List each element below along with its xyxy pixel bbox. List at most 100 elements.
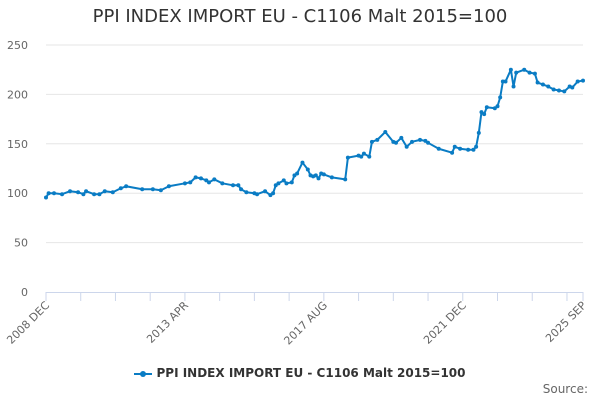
data-point [60,192,65,197]
data-point [495,104,500,109]
data-point [426,140,431,145]
data-point [458,146,463,151]
data-point [150,187,155,192]
data-point [313,173,318,178]
data-point [68,189,73,194]
y-tick-label: 200 [7,88,28,101]
data-point [375,137,380,142]
data-point [410,139,415,144]
data-point [527,70,532,75]
data-point [404,144,409,149]
data-point [393,140,398,145]
data-point [503,79,508,84]
data-point [255,192,260,197]
data-point [532,71,537,76]
data-point [220,181,225,186]
y-tick-label: 150 [7,138,28,151]
legend-item[interactable]: PPI INDEX IMPORT EU - C1106 Malt 2015=10… [0,366,600,380]
data-point [343,177,348,182]
data-point [570,85,575,90]
data-point [361,151,366,156]
data-point [110,190,115,195]
data-point [276,181,281,186]
data-point [551,87,556,92]
data-point [97,192,102,197]
data-point [329,175,334,180]
data-point [52,191,57,196]
data-point [295,171,300,176]
data-point [263,189,268,194]
data-point [244,190,249,195]
data-point [498,95,503,100]
data-point [281,178,286,183]
data-point [359,154,364,159]
x-tick-label: 2017 AUG [281,299,330,348]
data-point [236,183,241,188]
data-point [514,70,519,75]
data-point [239,187,244,192]
data-point [508,67,513,72]
data-point [482,112,487,117]
data-point [581,78,585,83]
data-point [166,184,171,189]
data-point [471,147,476,152]
y-tick-label: 250 [7,39,28,52]
data-point [231,183,236,188]
data-point [188,180,193,185]
data-point [450,150,455,155]
data-point [206,180,211,185]
data-point [158,188,163,193]
data-point [289,180,294,185]
legend-swatch [134,370,153,377]
data-point [418,137,423,142]
data-point [369,139,374,144]
data-point [436,146,441,151]
data-point [271,191,276,196]
series-line [45,68,584,199]
data-point [345,155,350,160]
data-point [546,84,551,89]
data-point [474,144,479,149]
data-point [383,129,388,134]
legend-label: PPI INDEX IMPORT EU - C1106 Malt 2015=10… [156,366,466,380]
chart-title: PPI INDEX IMPORT EU - C1106 Malt 2015=10… [92,6,508,27]
data-point [124,184,129,189]
data-point [540,82,545,87]
data-point [44,195,48,200]
data-point [511,84,516,89]
data-point [46,191,51,196]
data-point [102,189,107,194]
y-tick-label: 100 [7,187,28,200]
x-tick-label: 2013 APR [144,299,191,346]
data-point [212,177,217,182]
data-point [76,190,81,195]
data-point [367,154,372,159]
data-point [476,130,481,135]
data-point [452,144,457,149]
data-point [140,187,145,192]
data-point [193,175,198,180]
data-point [562,89,567,94]
data-point [399,135,404,140]
data-point [535,80,540,85]
data-point [522,67,527,72]
data-point [316,176,321,181]
data-point [84,189,89,194]
data-point [575,79,580,84]
data-point [182,181,187,186]
data-point [92,192,97,197]
data-point [556,88,561,93]
source-label: Source: [542,382,588,396]
data-point [300,160,305,165]
data-point [484,105,489,110]
y-tick-label: 0 [21,286,28,299]
data-point [284,181,289,186]
data-point [81,192,86,197]
x-tick-label: 2025 SEP [543,299,589,345]
data-point [118,186,123,191]
x-tick-label: 2021 DEC [421,299,469,347]
data-point [466,147,471,152]
x-tick-label: 2008 DEC [4,299,52,347]
data-point [321,172,326,177]
